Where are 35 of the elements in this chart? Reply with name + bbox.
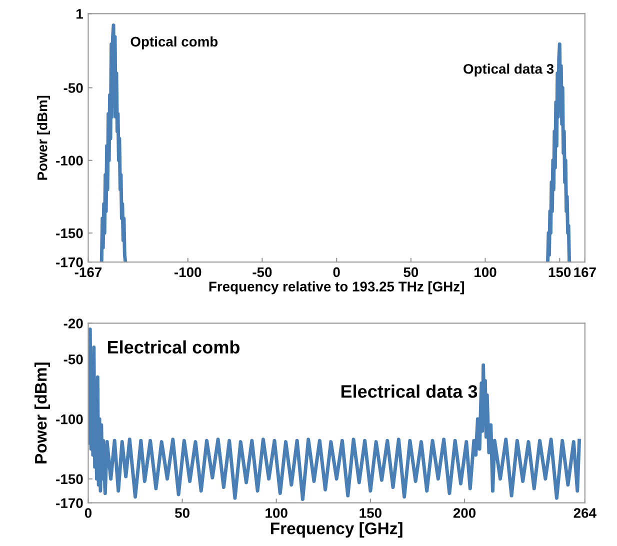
x-tick-label: 0 (333, 267, 340, 278)
x-axis-title: Frequency [GHz] (271, 522, 402, 538)
x-tick-label: 100 (474, 267, 496, 278)
x-tick-label: -167 (74, 267, 102, 278)
annotation: Electrical comb (108, 340, 240, 354)
y-axis-title: Power [dBm] (34, 362, 50, 464)
y-axis-title: Power [dBm] (37, 96, 50, 180)
annotation: Electrical data 3 (341, 384, 478, 398)
x-tick-label: 167 (574, 267, 596, 278)
y-tick-label: 1 (76, 9, 83, 19)
x-tick-label: 50 (404, 267, 418, 278)
y-tick-label: -50 (64, 354, 83, 364)
y-tick-label: -100 (56, 156, 83, 166)
line-series (88, 327, 582, 502)
line-series (546, 42, 572, 262)
x-axis-title: Frequency relative to 193.25 THz [GHz] (209, 281, 464, 294)
annotation: Optical data 3 (464, 64, 554, 77)
x-tick-label: 150 (548, 267, 571, 278)
y-tick-label: -150 (56, 474, 83, 484)
x-tick-label: 264 (574, 508, 596, 518)
y-tick-label: -100 (56, 414, 83, 424)
x-tick-label: 100 (266, 508, 288, 518)
line-series (100, 24, 128, 262)
x-tick-label: 0 (84, 508, 92, 518)
y-tick-label: -150 (56, 228, 83, 238)
y-tick-label: -50 (64, 83, 83, 93)
x-tick-label: -50 (252, 267, 272, 278)
y-tick-label: -170 (56, 498, 83, 508)
y-tick-label: -20 (64, 318, 83, 328)
annotation: Optical comb (130, 36, 218, 50)
x-tick-label: 150 (360, 508, 382, 518)
x-tick-label: -100 (174, 267, 202, 278)
y-tick-label: -170 (56, 257, 83, 268)
x-tick-label: 200 (453, 508, 476, 518)
x-tick-label: 50 (175, 508, 190, 518)
